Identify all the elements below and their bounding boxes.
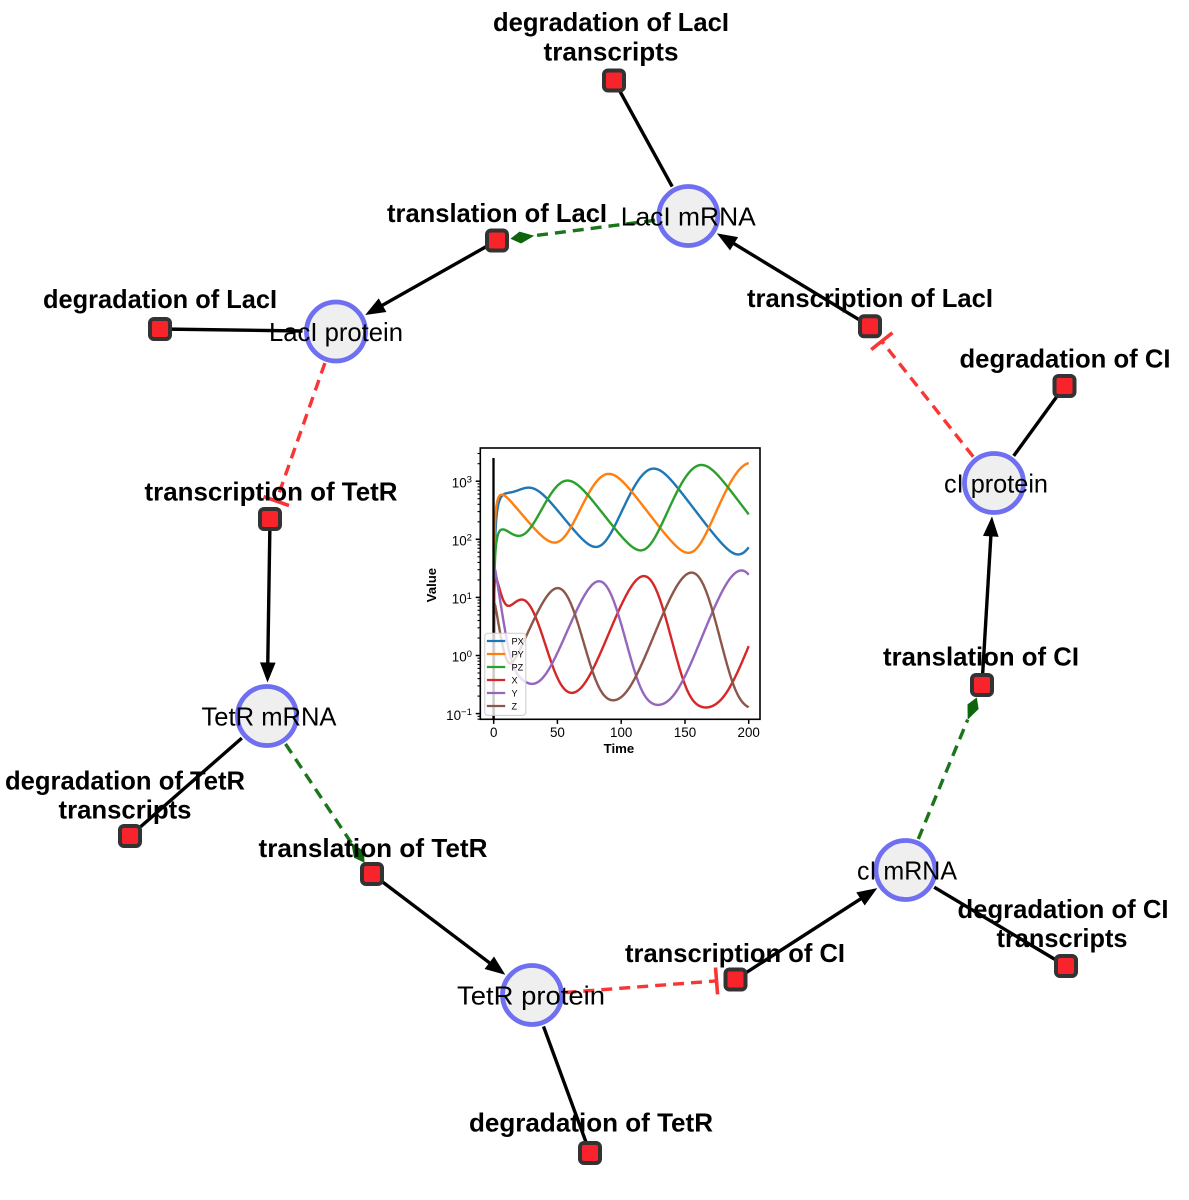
svg-text:150: 150 [674, 725, 696, 740]
svg-text:LacI protein: LacI protein [269, 317, 403, 347]
svg-text:PZ: PZ [512, 663, 524, 673]
svg-text:degradation of TetR: degradation of TetR [5, 766, 245, 796]
svg-text:TetR protein: TetR protein [457, 981, 605, 1011]
svg-text:transcription of CI: transcription of CI [625, 938, 845, 968]
svg-text:transcripts: transcripts [544, 37, 679, 67]
svg-text:100: 100 [610, 725, 632, 740]
svg-text:Time: Time [604, 741, 635, 756]
svg-text:degradation of TetR: degradation of TetR [469, 1108, 713, 1138]
svg-text:PX: PX [512, 637, 524, 647]
svg-text:transcription of LacI: transcription of LacI [747, 283, 993, 313]
svg-text:transcripts: transcripts [59, 795, 192, 825]
svg-text:50: 50 [550, 725, 565, 740]
svg-text:cI protein: cI protein [944, 469, 1048, 499]
svg-text:translation of TetR: translation of TetR [259, 833, 488, 863]
svg-text:PY: PY [512, 650, 524, 660]
svg-text:LacI mRNA: LacI mRNA [621, 202, 757, 232]
svg-text:Value: Value [424, 568, 439, 602]
svg-text:0: 0 [490, 725, 497, 740]
svg-text:cI mRNA: cI mRNA [857, 856, 958, 886]
svg-text:translation of LacI: translation of LacI [387, 198, 607, 228]
svg-text:translation of CI: translation of CI [883, 642, 1079, 672]
svg-text:degradation of LacI: degradation of LacI [43, 284, 277, 314]
svg-text:X: X [512, 676, 518, 686]
svg-text:transcripts: transcripts [997, 923, 1128, 953]
svg-text:TetR mRNA: TetR mRNA [202, 702, 338, 732]
svg-text:200: 200 [738, 725, 760, 740]
svg-text:degradation of CI: degradation of CI [960, 344, 1171, 374]
svg-text:Y: Y [512, 689, 518, 699]
svg-text:degradation of CI: degradation of CI [958, 894, 1169, 924]
svg-text:degradation of LacI: degradation of LacI [493, 7, 729, 37]
svg-text:transcription of TetR: transcription of TetR [145, 477, 398, 507]
svg-text:Z: Z [512, 702, 518, 712]
